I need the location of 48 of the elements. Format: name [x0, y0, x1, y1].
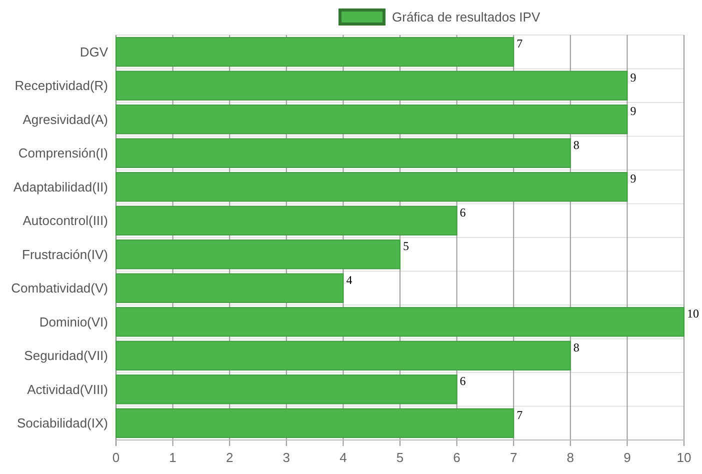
- y-tick-label: Seguridad(VII): [24, 348, 108, 364]
- bar: [116, 374, 458, 404]
- y-tick-label: Agresividad(A): [22, 112, 108, 127]
- bar: [116, 307, 684, 337]
- data-label: 4: [346, 272, 352, 287]
- data-label: 6: [460, 374, 466, 388]
- data-label: 9: [630, 70, 636, 84]
- bar: [116, 273, 344, 303]
- bar: [116, 408, 514, 438]
- y-tick-label: Combatividad(V): [11, 280, 108, 296]
- x-tick-label: 7: [510, 450, 518, 465]
- bar: [116, 70, 628, 100]
- bar: [116, 172, 628, 202]
- data-label: 8: [573, 340, 580, 354]
- y-tick-label: Dominio(VI): [39, 314, 108, 330]
- bar: [116, 138, 571, 168]
- x-tick-label: 5: [396, 450, 404, 465]
- y-tick-label: Comprensión(I): [18, 146, 108, 161]
- y-tick-label: Receptividad(R): [14, 78, 108, 94]
- x-tick-label: 9: [624, 450, 631, 465]
- x-tick-label: 6: [453, 450, 460, 465]
- data-label: 7: [516, 408, 523, 422]
- data-label: 8: [573, 138, 580, 152]
- x-tick-label: 8: [566, 450, 574, 465]
- bar: [116, 37, 514, 67]
- bar: [116, 104, 628, 134]
- x-tick-label: 0: [112, 450, 120, 465]
- x-tick-label: 2: [226, 450, 234, 465]
- y-tick-label: Sociabilidad(IX): [16, 416, 108, 431]
- y-tick-label: DGV: [80, 44, 108, 60]
- data-label: 6: [460, 205, 466, 220]
- y-tick-label: Adaptabilidad(II): [13, 179, 108, 194]
- series-label: Gráfica de resultados IPV: [392, 10, 540, 25]
- y-tick-label: Frustración(IV): [22, 246, 108, 262]
- bar: [116, 340, 571, 370]
- data-label: 9: [630, 172, 636, 186]
- x-tick-label: 1: [169, 450, 176, 465]
- x-tick-label: 4: [340, 450, 347, 465]
- bar: [116, 206, 458, 236]
- data-label: 10: [687, 306, 699, 321]
- data-label: 9: [630, 104, 636, 118]
- data-label: 5: [403, 239, 409, 254]
- bar: [116, 240, 400, 270]
- y-tick-label: Actividad(VIII): [27, 382, 108, 397]
- y-tick-label: Autocontrol(III): [22, 213, 108, 228]
- x-tick-label: 3: [282, 450, 290, 465]
- x-tick-label: 10: [676, 450, 692, 465]
- data-label: 7: [516, 36, 523, 51]
